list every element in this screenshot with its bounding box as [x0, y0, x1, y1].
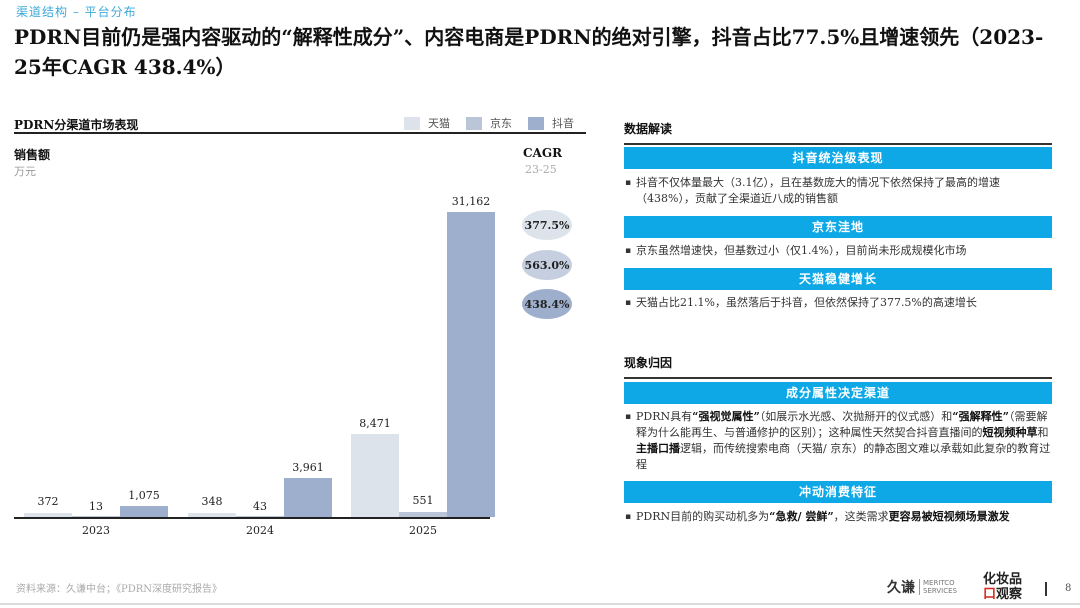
cagr-label: CAGR — [523, 146, 563, 160]
page-title: PDRN目前仍是强内容驱动的“解释性成分”、内容电商是PDRN的绝对引擎，抖音占… — [14, 25, 1044, 79]
text-emphasis: 更容易被短视频场景激发 — [888, 510, 1010, 523]
bar-jd-2024 — [236, 516, 284, 517]
bar-tmall-2023 — [24, 513, 72, 517]
banner-ingredient-attributes: 成分属性决定渠道 — [624, 382, 1052, 404]
bar-value-label: 13 — [89, 500, 103, 513]
x-axis-line — [14, 517, 490, 519]
bullet-douyin: 抖音不仅体量最大（3.1亿），且在基数庞大的情况下依然保持了最高的增速（438%… — [624, 175, 1052, 207]
legend-item-douyin: 抖音 — [528, 115, 574, 131]
footer-divider — [1045, 582, 1047, 596]
chart-header: PDRN分渠道市场表现 天猫 京东 抖音 — [14, 112, 586, 134]
banner-jd: 京东洼地 — [624, 216, 1052, 238]
meritco-logo-en-line2: SERVICES — [923, 587, 957, 595]
cosmetic-logo-line1: 化妆品 — [983, 572, 1023, 587]
text-segment: PDRN具有 — [636, 410, 693, 423]
legend-label: 抖音 — [552, 117, 574, 130]
legend-label: 天猫 — [428, 117, 450, 130]
chart-legend: 天猫 京东 抖音 — [404, 115, 574, 131]
bullet-tmall: 天猫占比21.1%，虽然落后于抖音，但依然保持了377.5%的高速增长 — [624, 295, 1052, 311]
bar-value-label: 31,162 — [451, 195, 491, 208]
legend-label: 京东 — [490, 117, 512, 130]
bar-value-label: 8,471 — [359, 417, 391, 430]
bar-douyin-2023 — [120, 506, 168, 517]
bar-jd-2023 — [72, 516, 120, 517]
x-axis-label-2025: 2025 — [409, 524, 437, 537]
cagr-pill-jd: 563.0% — [522, 250, 572, 280]
legend-item-jd: 京东 — [466, 115, 512, 131]
y-axis-unit: 万元 — [14, 165, 36, 178]
text-emphasis: 短视频种草 — [982, 426, 1038, 439]
text-emphasis: “强解释性” — [952, 410, 1009, 423]
legend-swatch-douyin — [528, 116, 544, 130]
page-number: 8 — [1065, 583, 1072, 594]
meritco-logo: 久谦 MERITCO SERVICES — [887, 577, 957, 597]
bar-value-label: 348 — [201, 495, 223, 508]
meritco-logo-en: MERITCO SERVICES — [919, 579, 957, 595]
cagr-period: 23-25 — [525, 163, 557, 176]
data-interpretation-title: 数据解读 — [624, 120, 1052, 145]
bar-douyin-2024 — [284, 478, 332, 517]
y-axis-label: 销售额 — [14, 148, 51, 162]
text-segment: ，这类需求 — [833, 510, 889, 523]
text-segment: 逻辑，而传统搜索电商（天猫/ 京东）的静态图文难以承载如此复杂的教育过程 — [636, 442, 1051, 471]
breadcrumb: 渠道结构 – 平台分布 — [16, 5, 137, 19]
text-emphasis: “强视觉属性” — [692, 410, 760, 423]
cagr-pill-tmall: 377.5% — [522, 210, 572, 240]
cagr-pill-douyin: 438.4% — [522, 289, 572, 319]
meritco-logo-cn: 久谦 — [887, 580, 915, 596]
cosmetic-logo-line2: 观察 — [996, 587, 1023, 602]
cause-attribution-title: 现象归因 — [624, 354, 1052, 379]
text-segment: （如展示水光感、次抛掰开的仪式感）和 — [759, 410, 953, 423]
bar-tmall-2024 — [188, 513, 236, 517]
cosmetic-observer-logo: 化妆品 口观察 — [983, 572, 1022, 602]
cosmetic-logo-mark-icon: 口 — [983, 587, 997, 602]
x-axis-label-2023: 2023 — [82, 524, 110, 537]
bar-value-label: 3,961 — [292, 461, 324, 474]
banner-douyin-dominance: 抖音统治级表现 — [624, 147, 1052, 169]
chart-title: PDRN分渠道市场表现 — [14, 118, 139, 132]
bullet-jd: 京东虽然增速快，但基数过小（仅1.4%），目前尚未形成规模化市场 — [624, 243, 1052, 259]
text-emphasis: 主播口播 — [636, 442, 680, 455]
text-segment: 和 — [1037, 426, 1049, 439]
legend-item-tmall: 天猫 — [404, 115, 450, 131]
legend-swatch-tmall — [404, 116, 420, 130]
text-emphasis: “急救/ 尝鲜” — [769, 510, 834, 523]
banner-impulse-consumption: 冲动消费特征 — [624, 481, 1052, 503]
bar-value-label: 43 — [253, 500, 267, 513]
text-segment: （需要解释为什么能再生、与普通修护的区别）；这种属性天然契合抖音直播间的 — [636, 410, 1048, 439]
bar-douyin-2025 — [447, 212, 495, 517]
legend-swatch-jd — [466, 116, 482, 130]
bar-jd-2025 — [399, 512, 447, 517]
bullet-ingredient-attributes: PDRN具有“强视觉属性”（如展示水光感、次抛掰开的仪式感）和“强解释性”（需要… — [624, 409, 1052, 473]
source-note: 资料来源：久谦中台；《PDRN深度研究报告》 — [16, 584, 223, 595]
banner-tmall: 天猫稳健增长 — [624, 268, 1052, 290]
bullet-impulse-consumption: PDRN目前的购买动机多为“急救/ 尝鲜”，这类需求更容易被短视频场景激发 — [624, 509, 1052, 525]
bar-value-label: 1,075 — [128, 489, 160, 502]
meritco-logo-en-line1: MERITCO — [923, 579, 955, 587]
x-axis-label-2024: 2024 — [246, 524, 274, 537]
bar-value-label: 551 — [412, 494, 434, 507]
bar-chart-plot: 372 13 1,075 2023 348 43 3,961 2024 8,47… — [14, 190, 495, 537]
bar-value-label: 372 — [37, 495, 59, 508]
text-segment: PDRN目前的购买动机多为 — [636, 510, 770, 523]
footer-rule — [0, 603, 1080, 605]
bar-tmall-2025 — [351, 434, 399, 517]
